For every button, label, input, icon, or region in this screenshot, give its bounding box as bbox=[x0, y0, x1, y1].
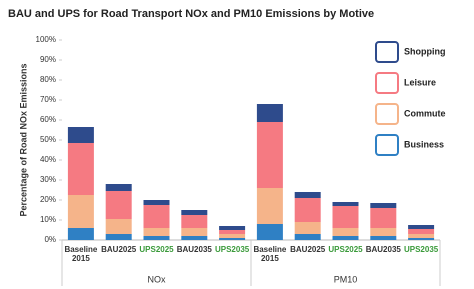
bar-segment bbox=[408, 238, 435, 240]
bar-segment bbox=[219, 226, 246, 230]
bar-segment bbox=[408, 234, 435, 238]
x-tick-label: UPS2035 bbox=[214, 245, 250, 254]
y-tick-label: 10% bbox=[40, 215, 56, 224]
y-tick-label: 90% bbox=[40, 55, 56, 64]
bar-segment bbox=[332, 228, 359, 236]
bar-segment bbox=[143, 200, 170, 205]
y-tick-label: 100% bbox=[36, 35, 56, 44]
legend-label: Commute bbox=[404, 108, 446, 118]
x-tick-label: UPS2025 bbox=[139, 245, 174, 254]
legend-icon bbox=[375, 103, 399, 125]
bar-segment bbox=[67, 195, 94, 228]
bar-segment bbox=[294, 234, 321, 240]
chart-title: BAU and UPS for Road Transport NOx and P… bbox=[8, 8, 374, 20]
y-tick-label: 20% bbox=[40, 195, 56, 204]
y-tick-label: 30% bbox=[40, 175, 56, 184]
bar-segment bbox=[67, 127, 94, 143]
bar-segment bbox=[181, 236, 208, 240]
x-tick-label: Baseline 2015 bbox=[64, 245, 98, 263]
bar-segment bbox=[294, 222, 321, 234]
legend-label: Leisure bbox=[404, 77, 436, 87]
y-axis-label: Percentage of Road NOx Emissions bbox=[18, 63, 28, 216]
y-tick-label: 40% bbox=[40, 155, 56, 164]
legend-icon bbox=[375, 134, 399, 156]
x-tick-label: UPS2025 bbox=[328, 245, 363, 254]
x-tick-label: Baseline 2015 bbox=[253, 245, 287, 263]
bar-segment bbox=[256, 122, 283, 188]
bar-segment bbox=[294, 192, 321, 198]
group-label: NOx bbox=[148, 274, 167, 284]
legend-icon bbox=[375, 72, 399, 94]
bar-segment bbox=[105, 219, 132, 234]
bar-segment bbox=[332, 206, 359, 228]
bar-segment bbox=[332, 236, 359, 240]
bar-segment bbox=[370, 228, 397, 236]
bar-segment bbox=[256, 188, 283, 224]
bar-segment bbox=[219, 238, 246, 240]
x-tick-label: BAU2035 bbox=[176, 245, 212, 254]
bar-segment bbox=[67, 143, 94, 195]
legend-label: Business bbox=[404, 139, 444, 149]
bar-segment bbox=[143, 236, 170, 240]
bar-segment bbox=[105, 184, 132, 191]
bar-segment bbox=[219, 234, 246, 238]
x-tick-label: BAU2035 bbox=[365, 245, 401, 254]
y-tick-label: 70% bbox=[40, 95, 56, 104]
legend-icon bbox=[375, 41, 399, 63]
bar-segment bbox=[181, 210, 208, 215]
group-label: PM10 bbox=[334, 274, 358, 284]
bar-segment bbox=[105, 191, 132, 219]
bar-segment bbox=[105, 234, 132, 240]
bar-segment bbox=[67, 228, 94, 240]
bar-segment bbox=[256, 224, 283, 240]
bar-segment bbox=[143, 228, 170, 236]
bar-segment bbox=[370, 203, 397, 208]
x-tick-label: BAU2025 bbox=[290, 245, 326, 254]
bar-segment bbox=[256, 104, 283, 122]
x-tick-label: BAU2025 bbox=[101, 245, 137, 254]
y-tick-label: 60% bbox=[40, 115, 56, 124]
bar-segment bbox=[143, 205, 170, 228]
bar-segment bbox=[332, 202, 359, 206]
bar-segment bbox=[370, 236, 397, 240]
bar-segment bbox=[181, 228, 208, 236]
bar-segment bbox=[408, 225, 435, 229]
bar-segment bbox=[408, 229, 435, 234]
legend-label: Shopping bbox=[404, 46, 446, 56]
bar-segment bbox=[181, 215, 208, 228]
y-tick-label: 50% bbox=[40, 135, 56, 144]
x-tick-label: UPS2035 bbox=[403, 245, 439, 254]
bar-segment bbox=[294, 198, 321, 222]
y-tick-label: 80% bbox=[40, 75, 56, 84]
bar-segment bbox=[219, 230, 246, 234]
bar-segment bbox=[370, 208, 397, 228]
y-tick-label: 0% bbox=[44, 235, 56, 244]
